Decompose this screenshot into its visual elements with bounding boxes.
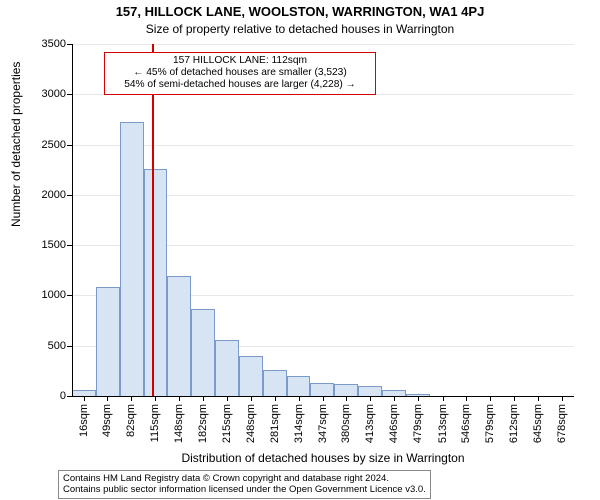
- histogram-bar: [96, 287, 120, 396]
- gridline: [72, 145, 574, 146]
- xtick-label: 645sqm: [532, 404, 544, 443]
- xtick-label: 182sqm: [197, 404, 209, 443]
- histogram-bar: [239, 356, 263, 396]
- xtick-mark: [346, 396, 347, 401]
- xtick-label: 148sqm: [173, 404, 185, 443]
- xtick-mark: [394, 396, 395, 401]
- xtick-mark: [562, 396, 563, 401]
- annotation-line: ← 45% of detached houses are smaller (3,…: [111, 67, 369, 79]
- xtick-mark: [514, 396, 515, 401]
- chart-title: 157, HILLOCK LANE, WOOLSTON, WARRINGTON,…: [0, 4, 600, 19]
- xtick-label: 479sqm: [412, 404, 424, 443]
- annotation-line: 157 HILLOCK LANE: 112sqm: [111, 55, 369, 67]
- y-axis-label: Number of detached properties: [9, 211, 23, 227]
- ytick-label: 1500: [24, 239, 66, 251]
- xtick-label: 678sqm: [556, 404, 568, 443]
- histogram-bar: [287, 376, 311, 396]
- xtick-mark: [538, 396, 539, 401]
- ytick-label: 0: [24, 390, 66, 402]
- ytick-label: 3000: [24, 88, 66, 100]
- xtick-label: 413sqm: [364, 404, 376, 443]
- xtick-mark: [490, 396, 491, 401]
- xtick-mark: [84, 396, 85, 401]
- xtick-label: 612sqm: [508, 404, 520, 443]
- xtick-label: 16sqm: [78, 404, 90, 437]
- histogram-bar: [358, 386, 382, 396]
- xtick-mark: [131, 396, 132, 401]
- xtick-label: 314sqm: [293, 404, 305, 443]
- histogram-chart: 157, HILLOCK LANE, WOOLSTON, WARRINGTON,…: [0, 0, 600, 500]
- xtick-mark: [299, 396, 300, 401]
- xtick-mark: [466, 396, 467, 401]
- xtick-label: 248sqm: [245, 404, 257, 443]
- histogram-bar: [215, 340, 239, 396]
- xtick-label: 281sqm: [269, 404, 281, 443]
- ytick-label: 3500: [24, 38, 66, 50]
- xtick-mark: [323, 396, 324, 401]
- xtick-mark: [179, 396, 180, 401]
- histogram-bar: [334, 384, 358, 396]
- ytick-label: 1000: [24, 289, 66, 301]
- xtick-label: 380sqm: [340, 404, 352, 443]
- gridline: [72, 44, 574, 45]
- xtick-mark: [107, 396, 108, 401]
- histogram-bar: [191, 309, 215, 396]
- reference-line: [152, 44, 154, 396]
- y-axis-line: [72, 44, 73, 396]
- footer-line: Contains HM Land Registry data © Crown c…: [63, 473, 426, 484]
- xtick-label: 347sqm: [317, 404, 329, 443]
- xtick-label: 215sqm: [221, 404, 233, 443]
- footer-line: Contains public sector information licen…: [63, 484, 426, 495]
- annotation-box: 157 HILLOCK LANE: 112sqm← 45% of detache…: [104, 52, 376, 95]
- xtick-mark: [275, 396, 276, 401]
- histogram-bar: [167, 276, 191, 396]
- ytick-label: 2000: [24, 189, 66, 201]
- x-axis-label: Distribution of detached houses by size …: [72, 451, 574, 465]
- histogram-bar: [310, 383, 334, 396]
- histogram-bar: [263, 370, 287, 396]
- xtick-label: 513sqm: [437, 404, 449, 443]
- xtick-mark: [418, 396, 419, 401]
- xtick-mark: [227, 396, 228, 401]
- xtick-mark: [370, 396, 371, 401]
- chart-subtitle: Size of property relative to detached ho…: [0, 22, 600, 36]
- xtick-label: 446sqm: [388, 404, 400, 443]
- annotation-line: 54% of semi-detached houses are larger (…: [111, 79, 369, 91]
- xtick-label: 49sqm: [101, 404, 113, 437]
- xtick-label: 115sqm: [149, 404, 161, 442]
- histogram-bar: [120, 122, 144, 396]
- histogram-bar: [144, 169, 168, 396]
- ytick-label: 2500: [24, 139, 66, 151]
- xtick-label: 579sqm: [484, 404, 496, 443]
- plot-area: [72, 44, 574, 396]
- xtick-mark: [251, 396, 252, 401]
- xtick-mark: [155, 396, 156, 401]
- xtick-label: 546sqm: [460, 404, 472, 443]
- ytick-label: 500: [24, 340, 66, 352]
- xtick-mark: [443, 396, 444, 401]
- attribution-footer: Contains HM Land Registry data © Crown c…: [58, 470, 431, 499]
- xtick-label: 82sqm: [125, 404, 137, 437]
- xtick-mark: [203, 396, 204, 401]
